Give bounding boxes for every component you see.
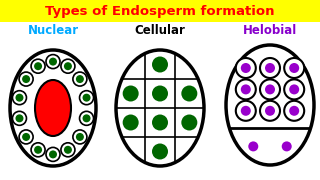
Circle shape <box>152 86 168 102</box>
Circle shape <box>241 63 251 73</box>
Circle shape <box>64 62 72 70</box>
Circle shape <box>248 141 258 151</box>
Circle shape <box>80 91 93 105</box>
Circle shape <box>236 101 256 121</box>
Circle shape <box>284 79 304 99</box>
Circle shape <box>152 57 168 73</box>
Circle shape <box>46 147 60 161</box>
Circle shape <box>15 114 23 122</box>
Circle shape <box>64 146 72 154</box>
Ellipse shape <box>116 50 204 166</box>
Circle shape <box>289 106 299 116</box>
Ellipse shape <box>10 50 96 166</box>
Circle shape <box>265 63 275 73</box>
Circle shape <box>123 114 139 130</box>
Circle shape <box>49 58 57 66</box>
Text: Types of Endosperm formation: Types of Endosperm formation <box>45 4 275 17</box>
Circle shape <box>83 94 91 102</box>
Ellipse shape <box>226 45 314 165</box>
Circle shape <box>19 130 33 144</box>
Circle shape <box>76 75 84 83</box>
Ellipse shape <box>35 80 71 136</box>
Circle shape <box>49 150 57 158</box>
Circle shape <box>34 62 42 70</box>
Circle shape <box>22 133 30 141</box>
Circle shape <box>260 79 280 99</box>
Circle shape <box>181 86 197 102</box>
Text: Helobial: Helobial <box>243 24 297 37</box>
Circle shape <box>22 75 30 83</box>
Circle shape <box>80 111 93 125</box>
Text: Nuclear: Nuclear <box>28 24 79 37</box>
Circle shape <box>284 58 304 78</box>
Circle shape <box>15 94 23 102</box>
Circle shape <box>241 84 251 94</box>
Circle shape <box>289 63 299 73</box>
Circle shape <box>31 59 45 73</box>
Circle shape <box>236 79 256 99</box>
Circle shape <box>12 91 27 105</box>
Circle shape <box>265 106 275 116</box>
Text: Cellular: Cellular <box>135 24 185 37</box>
Circle shape <box>83 114 91 122</box>
Circle shape <box>152 114 168 130</box>
Circle shape <box>73 72 87 86</box>
Circle shape <box>46 55 60 69</box>
Circle shape <box>241 106 251 116</box>
Circle shape <box>282 141 292 151</box>
Circle shape <box>289 84 299 94</box>
Circle shape <box>34 146 42 154</box>
Circle shape <box>236 58 256 78</box>
Circle shape <box>12 111 27 125</box>
Circle shape <box>19 72 33 86</box>
Circle shape <box>123 86 139 102</box>
Circle shape <box>260 58 280 78</box>
Bar <box>0 0 320 22</box>
Circle shape <box>31 143 45 157</box>
Circle shape <box>260 101 280 121</box>
Circle shape <box>181 114 197 130</box>
Circle shape <box>73 130 87 144</box>
Circle shape <box>265 84 275 94</box>
Circle shape <box>152 143 168 159</box>
Circle shape <box>76 133 84 141</box>
Circle shape <box>284 101 304 121</box>
Circle shape <box>61 143 75 157</box>
Circle shape <box>61 59 75 73</box>
